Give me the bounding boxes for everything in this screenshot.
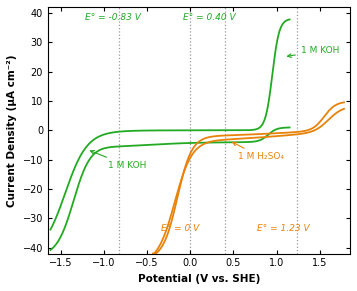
Text: 1 M KOH: 1 M KOH — [90, 150, 147, 170]
Y-axis label: Current Density (μA cm⁻²): Current Density (μA cm⁻²) — [7, 54, 17, 207]
Text: E° = 0 V: E° = 0 V — [161, 224, 199, 233]
Text: E° = -0.83 V: E° = -0.83 V — [85, 13, 141, 22]
Text: E° = 1.23 V: E° = 1.23 V — [257, 224, 310, 233]
Text: 1 M KOH: 1 M KOH — [287, 47, 339, 57]
Text: 1 M H₂SO₄: 1 M H₂SO₄ — [233, 142, 284, 161]
Text: E° = 0.40 V: E° = 0.40 V — [183, 13, 236, 22]
X-axis label: Potential (V vs. SHE): Potential (V vs. SHE) — [138, 274, 260, 284]
